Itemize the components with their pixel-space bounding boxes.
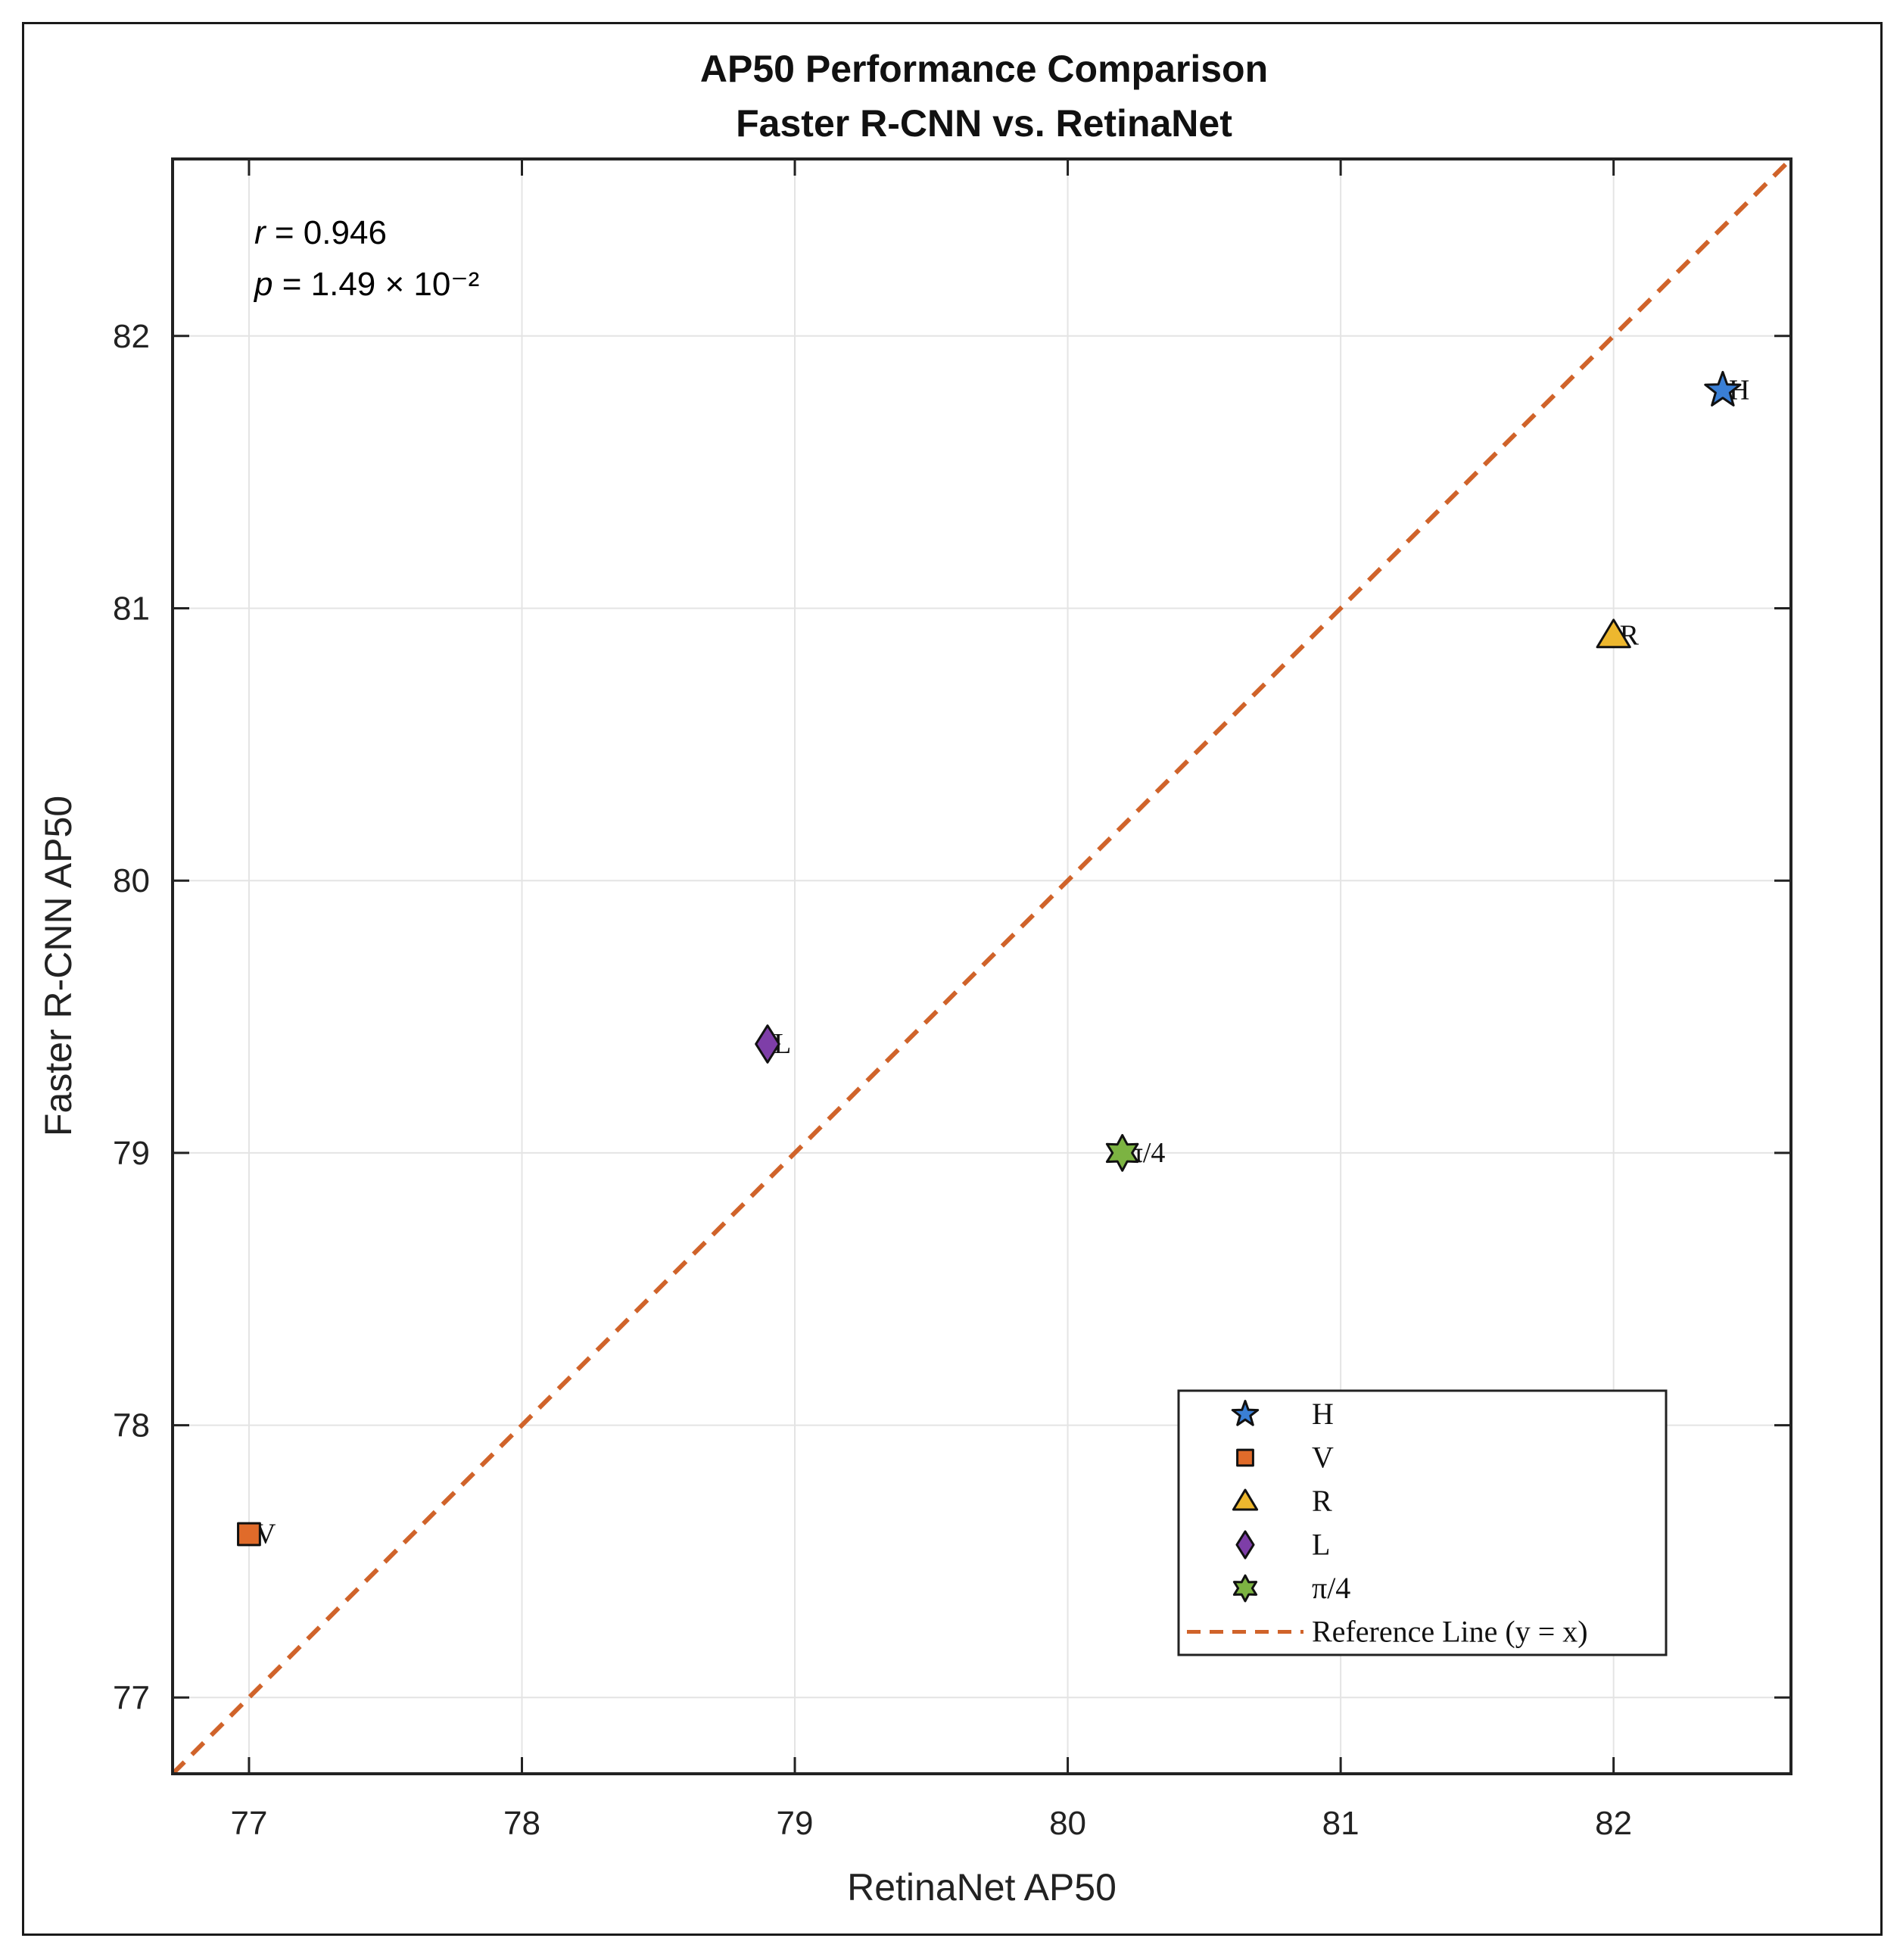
p-value-stat: p = 1.49 × 10⁻² [253,266,479,303]
y-tick-label: 80 [113,862,150,899]
legend-marker-4 [1232,1574,1258,1603]
r-value: = 0.946 [266,214,387,251]
point-4 [1105,1134,1139,1172]
x-tick-label: 80 [1049,1805,1086,1842]
x-tick-label: 79 [777,1805,814,1842]
x-axis-label: RetinaNet AP50 [847,1866,1117,1909]
legend-label-L: L [1312,1528,1330,1562]
point-H [1704,370,1742,407]
legend-marker-R [1232,1488,1259,1511]
legend-label-4: π/4 [1312,1571,1350,1605]
y-tick-label: 81 [113,590,150,627]
y-tick-label: 78 [113,1407,150,1444]
x-tick-label: 78 [503,1805,540,1842]
y-axis-label: Faster R-CNN AP50 [37,796,79,1136]
point-L [755,1024,780,1064]
point-label-4: π/4 [1129,1137,1166,1169]
legend-marker-H [1231,1400,1260,1426]
p-value: = 1.49 × 10⁻² [273,266,479,303]
point-R [1596,619,1631,649]
legend-marker-L [1235,1530,1255,1560]
point-V [237,1522,261,1547]
legend-label-V: V [1312,1441,1334,1475]
p-symbol: p [253,266,273,303]
tick-labels: 77 78 79 80 81 82 77 78 79 80 81 82 [113,318,1632,1842]
r-symbol: r [254,214,267,251]
legend-label-R: R [1312,1484,1332,1518]
point-label-L: L [774,1028,791,1060]
data-points: HVR Lπ/4 [237,370,1749,1550]
y-tick-label: 82 [113,318,150,355]
chart-title-line1: AP50 Performance Comparison [700,48,1268,90]
x-tick-label: 77 [230,1805,267,1842]
y-tick-label: 79 [113,1135,150,1172]
tick-marks [173,159,1791,1774]
legend-label-H: H [1312,1397,1334,1431]
chart-title-line2: Faster R-CNN vs. RetinaNet [736,102,1232,145]
legend-marker-V [1236,1448,1254,1467]
y-tick-label: 77 [113,1679,150,1716]
legend-box [1177,1389,1668,1656]
legend-label-reference-line: Reference Line (y = x) [1312,1615,1588,1649]
x-tick-label: 81 [1322,1805,1360,1842]
correlation-stat: r = 0.946 [254,214,387,251]
x-tick-label: 82 [1595,1805,1632,1842]
plot-area-border [171,157,1792,1775]
